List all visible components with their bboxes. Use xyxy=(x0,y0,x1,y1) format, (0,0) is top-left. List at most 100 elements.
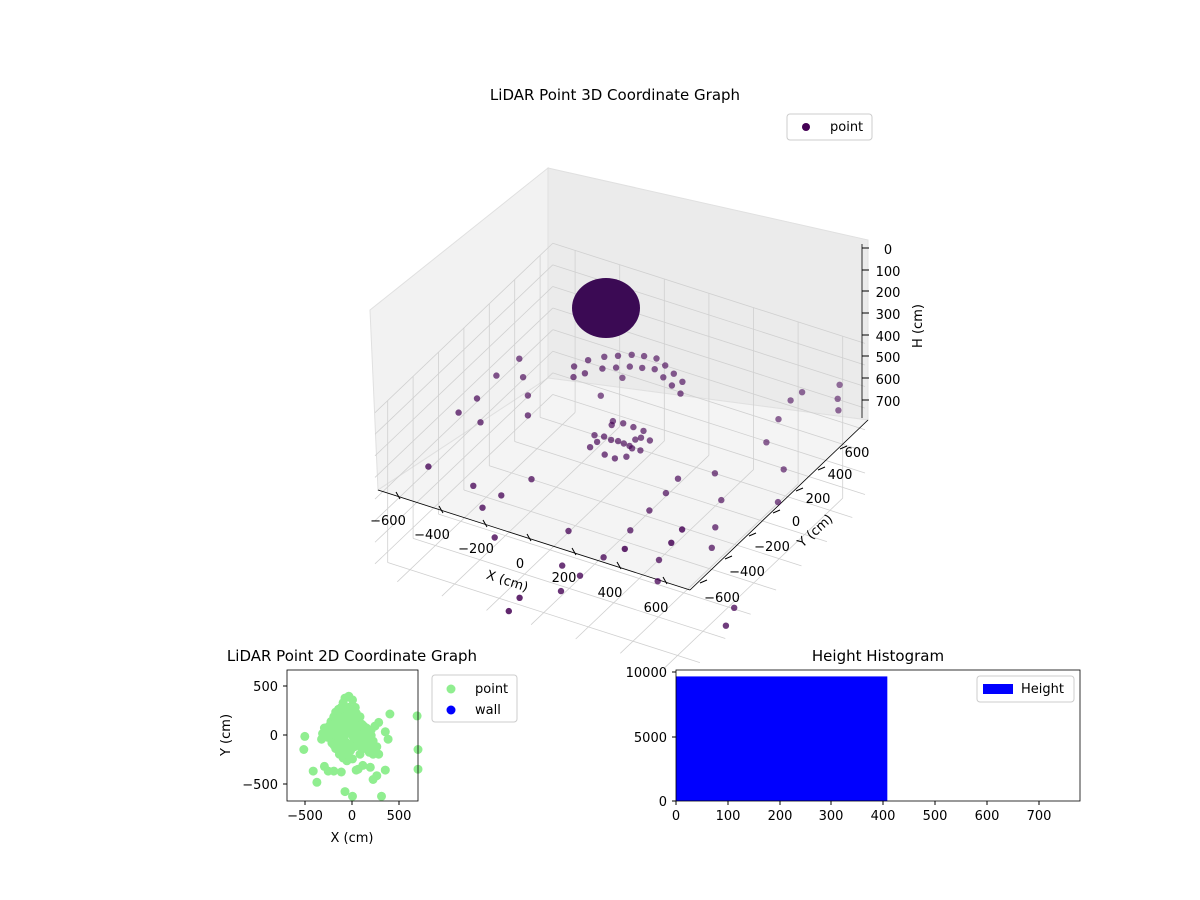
data-point-3d xyxy=(619,374,626,381)
grid-line xyxy=(489,465,802,567)
data-point-2d xyxy=(385,709,395,719)
data-point-3d xyxy=(626,363,633,370)
data-point-2d xyxy=(357,744,367,754)
histogram-x-ticks: 0 100 200 300 400 500 600 700 xyxy=(672,801,1051,824)
y-tick-label-2d: 500 xyxy=(253,680,278,695)
data-point-3d xyxy=(600,433,608,440)
data-point-3d xyxy=(584,357,592,364)
chart-3d: LiDAR Point 3D Coordinate Graph −600 −40… xyxy=(369,86,926,668)
x-tick-mark xyxy=(526,533,532,542)
data-point-3d xyxy=(455,409,462,416)
data-point-3d xyxy=(597,392,604,399)
grid-line xyxy=(463,489,777,591)
data-point-3d xyxy=(708,544,715,551)
data-point-3d xyxy=(836,381,843,388)
z-tick-label: 500 xyxy=(876,351,901,366)
x-tick-label: −200 xyxy=(458,542,494,557)
y-tick-label: −600 xyxy=(704,591,740,606)
x-tick-mark xyxy=(395,491,401,500)
plot-frame-histogram xyxy=(675,669,1081,802)
data-point-3d xyxy=(655,556,663,564)
y-tick-label: 400 xyxy=(828,468,853,483)
data-point-3d xyxy=(599,365,606,372)
data-point-2d xyxy=(380,727,390,737)
grid-line xyxy=(438,513,751,615)
data-point-3d xyxy=(731,604,738,611)
legend-3d-label: point xyxy=(830,120,863,135)
x-tick-mark xyxy=(616,561,622,570)
data-point-2d xyxy=(340,787,350,797)
data-point-3d xyxy=(601,451,608,458)
data-point-2d xyxy=(317,734,327,744)
data-point-3d xyxy=(774,498,782,506)
legend-2d-point-label: point xyxy=(475,682,508,697)
chart-2d: LiDAR Point 2D Coordinate Graph −500 0 5… xyxy=(219,647,518,846)
data-point-3d xyxy=(614,437,622,445)
data-point-2d xyxy=(353,721,363,731)
x-tick-label-hist: 500 xyxy=(923,809,948,824)
data-point-3d xyxy=(473,395,481,402)
data-point-3d xyxy=(639,364,646,372)
y-tick-mark xyxy=(839,445,848,450)
z-axis-label-3d: H (cm) xyxy=(911,304,926,348)
data-point-3d xyxy=(519,374,527,381)
data-point-3d xyxy=(612,364,620,371)
y-tick-mark xyxy=(795,487,804,492)
legend-2d-wall-label: wall xyxy=(475,703,501,718)
data-point-2d xyxy=(365,762,375,772)
y-tick-label: 200 xyxy=(806,492,831,507)
data-point-2d xyxy=(368,749,378,759)
x-tick-mark xyxy=(482,519,488,528)
data-point-3d xyxy=(559,562,566,569)
legend-3d-box xyxy=(786,113,873,141)
data-point-3d xyxy=(798,389,806,396)
x-tick-label-hist: 200 xyxy=(768,809,793,824)
points-3d xyxy=(425,351,843,629)
grid-line xyxy=(374,264,554,435)
x-tick-label-2d: 500 xyxy=(387,809,412,824)
grid-line xyxy=(552,372,866,474)
data-point-3d xyxy=(637,434,645,441)
data-point-2d xyxy=(358,760,368,770)
data-point-3d xyxy=(628,445,636,452)
grid-line xyxy=(387,562,701,664)
data-point-3d xyxy=(600,554,607,561)
data-point-3d xyxy=(591,432,598,439)
x-tick-label: 400 xyxy=(598,586,623,601)
y-tick-label-2d: −500 xyxy=(242,778,278,793)
data-point-2d xyxy=(348,695,357,705)
data-point-3d xyxy=(775,416,782,423)
x-ticks-3d: −600 −400 −200 0 200 400 600 xyxy=(370,491,668,616)
data-point-3d xyxy=(593,438,601,446)
z-tick-label: 700 xyxy=(876,395,901,410)
data-point-3d xyxy=(646,507,653,514)
grid-line xyxy=(374,242,554,413)
data-point-3d xyxy=(660,374,667,381)
y-tick-label-hist: 5000 xyxy=(634,731,667,746)
data-point-2d xyxy=(383,734,393,744)
x-tick-mark xyxy=(662,576,668,585)
legend-2d-point-marker xyxy=(446,684,456,694)
data-point-3d xyxy=(662,489,670,497)
data-point-3d xyxy=(646,437,654,444)
histogram-bars xyxy=(676,676,888,801)
legend-2d-wall-marker xyxy=(446,705,456,715)
data-point-2d xyxy=(300,731,310,741)
data-point-2d xyxy=(334,732,343,742)
z-ticks-3d: 0 100 200 300 400 500 600 700 xyxy=(862,243,900,410)
histogram-bar xyxy=(676,676,888,801)
y-tick-mark xyxy=(724,555,733,560)
data-point-3d xyxy=(524,392,532,399)
x-axis-line xyxy=(377,489,691,591)
x-tick-mark xyxy=(438,505,444,514)
y-axis-label-2d: Y (cm) xyxy=(219,714,234,757)
data-point-3d xyxy=(668,382,676,389)
y-tick-mark xyxy=(699,579,708,584)
data-point-3d xyxy=(565,527,572,535)
legend-3d: point xyxy=(786,113,873,141)
data-point-2d xyxy=(299,745,309,754)
legend-histogram: Height xyxy=(976,675,1075,703)
points-2d xyxy=(299,691,423,801)
x-tick-label-hist: 600 xyxy=(975,809,1000,824)
data-point-3d xyxy=(653,355,660,362)
